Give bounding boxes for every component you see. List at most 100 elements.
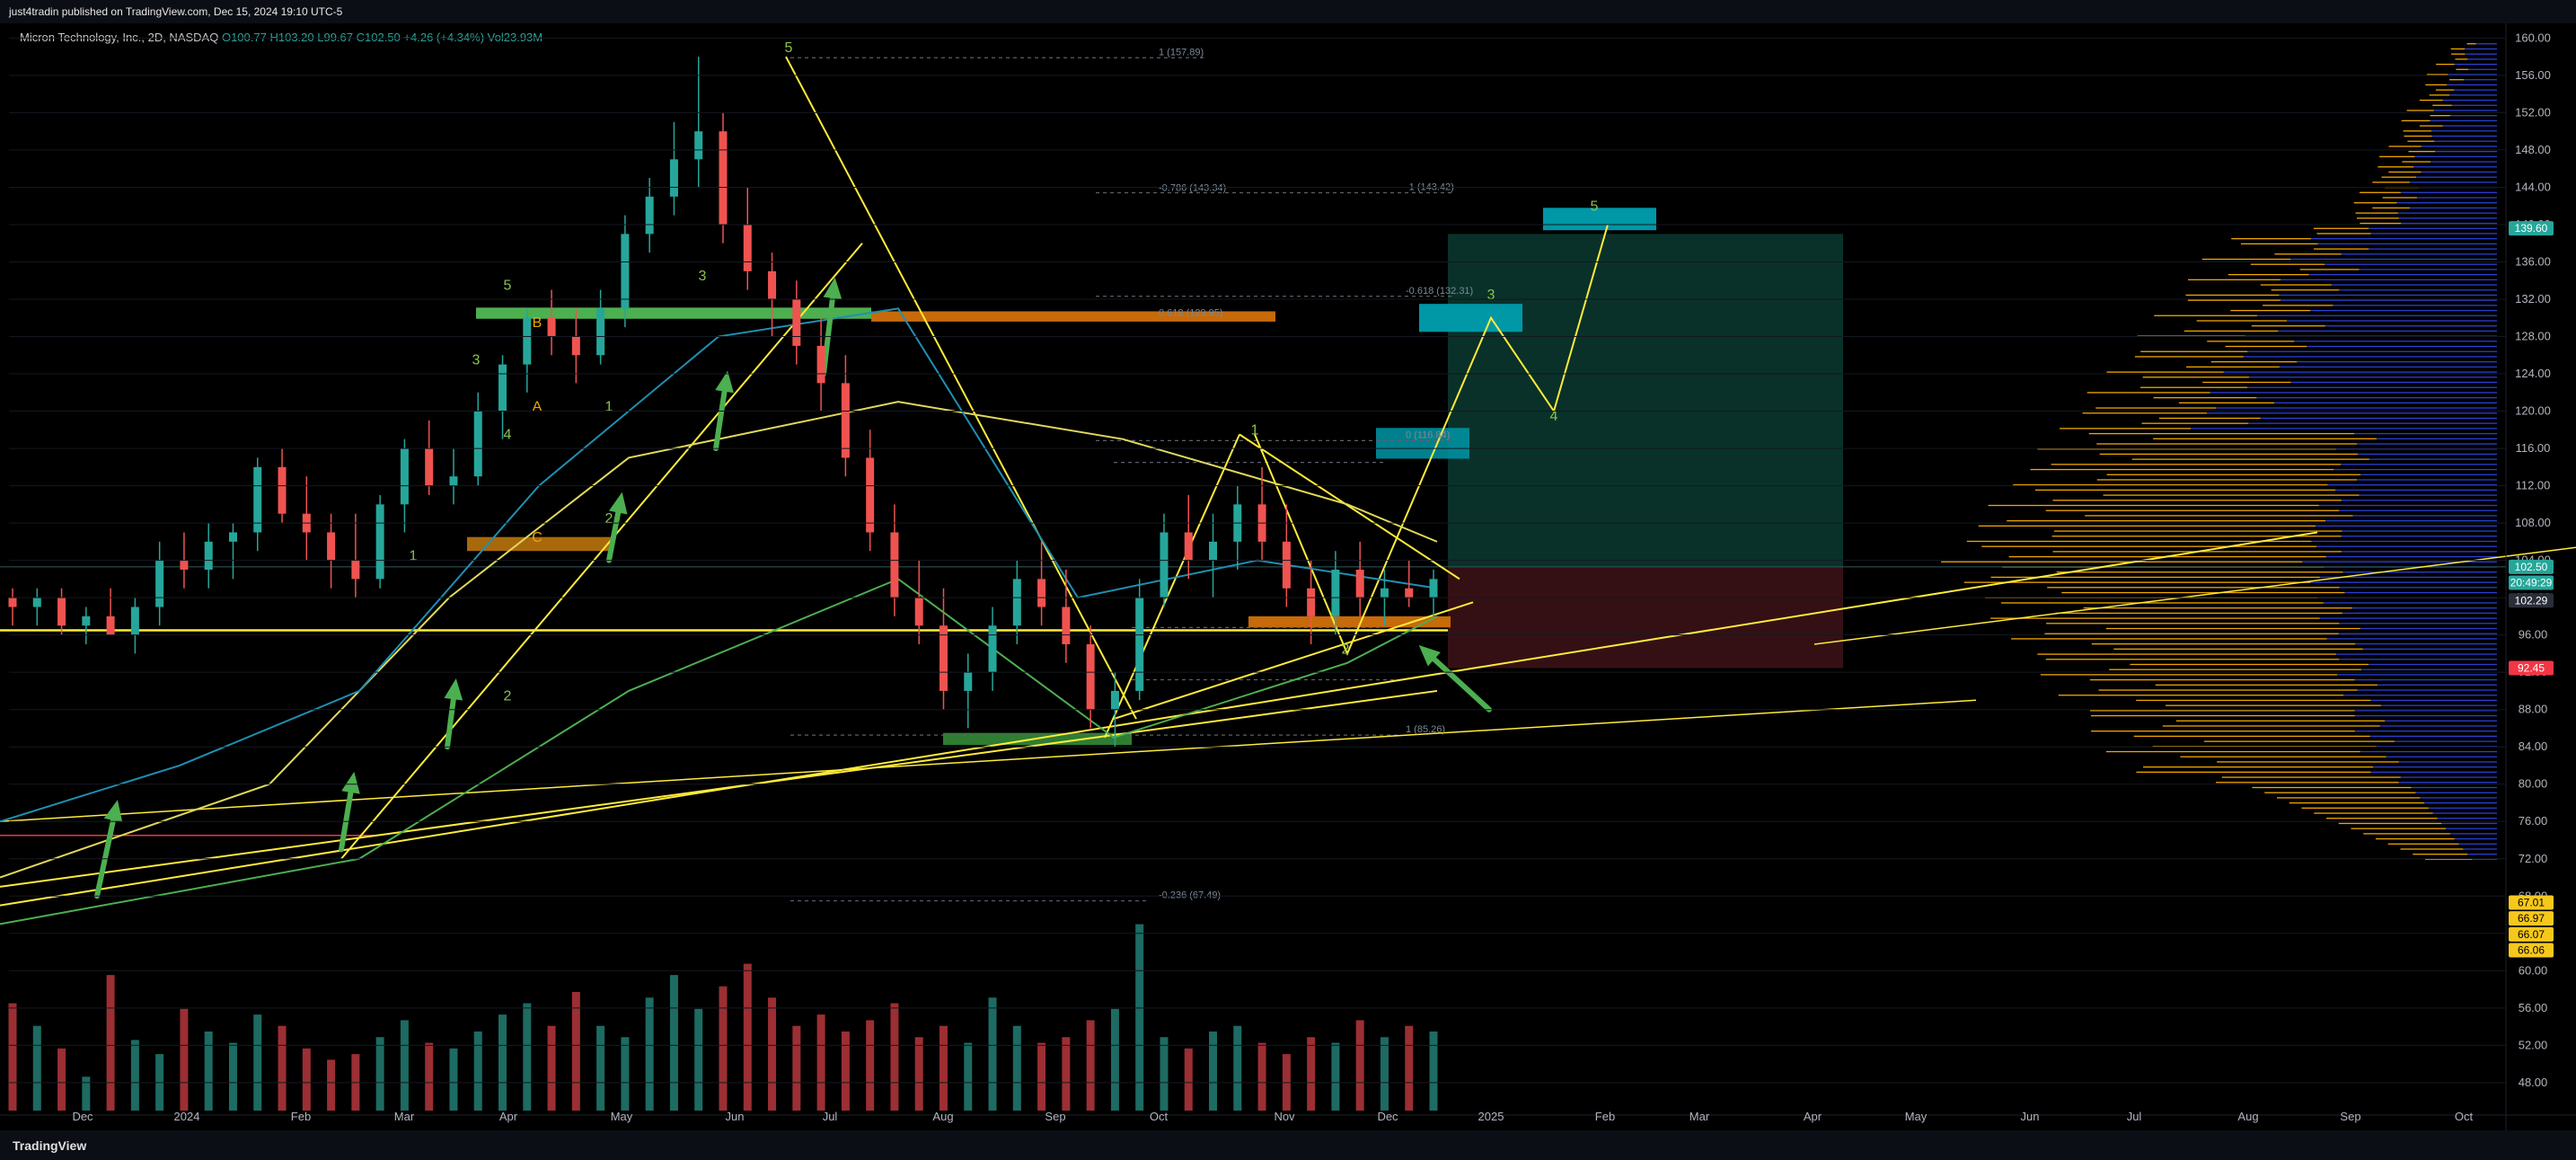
volume-bar bbox=[449, 1048, 458, 1111]
volume-profile-bar bbox=[2319, 576, 2497, 579]
candle-body bbox=[694, 131, 703, 160]
candle-body bbox=[473, 411, 482, 477]
volume-profile-bar bbox=[2354, 710, 2497, 712]
volume-profile-bar bbox=[2359, 494, 2497, 496]
volume-profile-bar bbox=[2311, 540, 2497, 543]
volume-profile-bar bbox=[2158, 417, 2261, 420]
candle-body bbox=[1380, 588, 1389, 598]
volume-profile-bar bbox=[2416, 176, 2497, 178]
volume-profile-bar bbox=[2314, 812, 2433, 814]
volume-profile-bar bbox=[2061, 591, 2345, 594]
candle-body bbox=[1160, 532, 1169, 598]
volume-profile-bar bbox=[2250, 263, 2325, 265]
ma-50-line bbox=[0, 401, 1438, 879]
volume-profile-bar bbox=[2106, 474, 2360, 475]
candle-body bbox=[596, 308, 605, 356]
price-tag bbox=[2509, 221, 2554, 236]
volume-profile-bar bbox=[2315, 525, 2497, 527]
volume-profile-bar bbox=[2325, 555, 2497, 558]
volume-bar bbox=[1429, 1032, 1438, 1111]
candle-body bbox=[743, 224, 752, 271]
volume-bar bbox=[1257, 1042, 1266, 1111]
volume-profile-bar bbox=[2034, 489, 2336, 491]
y-tick-label: 148.00 bbox=[2515, 143, 2551, 156]
candle-body bbox=[866, 457, 875, 533]
volume-profile-bar bbox=[2060, 428, 2192, 429]
projected-wave-path bbox=[1254, 224, 1609, 656]
volume-profile-bar bbox=[2109, 669, 2361, 670]
volume-profile-bar bbox=[2047, 587, 2340, 589]
volume-profile-bar bbox=[2310, 581, 2497, 583]
y-tick-label: 80.00 bbox=[2519, 777, 2548, 791]
volume-profile-bar bbox=[2396, 202, 2497, 204]
volume-bar bbox=[1307, 1037, 1316, 1111]
volume-bar bbox=[130, 1040, 139, 1111]
volume-profile-bar bbox=[2353, 432, 2497, 435]
x-tick-label: Oct bbox=[2455, 1110, 2474, 1123]
x-tick-label: Jun bbox=[2021, 1110, 2040, 1123]
wave-label: 2 bbox=[504, 688, 512, 704]
fib-label: 1 (85.26) bbox=[1406, 724, 1445, 735]
wave-target-box bbox=[1543, 208, 1656, 231]
green-arrow bbox=[445, 687, 457, 750]
volume-bar bbox=[253, 1014, 262, 1111]
volume-profile-bar bbox=[2352, 515, 2497, 517]
volume-profile-bar bbox=[2472, 858, 2497, 861]
volume-profile-bar bbox=[2316, 233, 2371, 235]
symbol-name[interactable]: Micron Technology, Inc., 2D, NASDAQ bbox=[20, 31, 219, 44]
volume-profile-bar bbox=[2449, 833, 2497, 835]
volume-profile-bar bbox=[2260, 417, 2497, 420]
long-trendline bbox=[0, 689, 1438, 888]
candle-body bbox=[253, 466, 262, 533]
volume-profile-bar bbox=[2357, 217, 2399, 219]
volume-bar bbox=[1209, 1032, 1218, 1111]
volume-profile-bar bbox=[2465, 53, 2497, 55]
volume-profile-bar bbox=[2379, 725, 2497, 727]
ohlc-low: L99.67 bbox=[317, 31, 354, 44]
candle-body bbox=[180, 560, 189, 570]
candle-body bbox=[57, 598, 66, 626]
volume-profile-bar bbox=[2430, 120, 2497, 122]
volume-profile-bar bbox=[2388, 171, 2422, 173]
candle-body bbox=[130, 607, 139, 635]
candle-body bbox=[816, 345, 825, 384]
volume-bar bbox=[988, 997, 997, 1111]
volume-profile-bar bbox=[2360, 627, 2497, 630]
long-trendline bbox=[0, 531, 2318, 907]
volume-profile-bar bbox=[2401, 120, 2430, 122]
volume-profile-bar bbox=[2432, 812, 2497, 814]
volume-profile-bar bbox=[2369, 248, 2497, 250]
volume-profile-bar bbox=[2360, 750, 2497, 753]
x-tick-label: Oct bbox=[1150, 1110, 1169, 1123]
candle-body bbox=[375, 504, 384, 580]
x-tick-label: May bbox=[611, 1110, 633, 1123]
tradingview-footer: TradingView bbox=[0, 1130, 2576, 1160]
volume-profile-bar bbox=[2030, 468, 2334, 471]
volume-bar bbox=[1037, 1042, 1046, 1111]
candle-body bbox=[645, 196, 654, 235]
volume-profile-bar bbox=[2337, 674, 2497, 676]
volume-profile-bar bbox=[2289, 801, 2425, 804]
volume-profile-bar bbox=[2369, 227, 2497, 229]
volume-profile-bar bbox=[2353, 202, 2397, 204]
volume-profile-bar bbox=[2299, 269, 2360, 270]
volume-profile-bar bbox=[2011, 638, 2327, 640]
volume-profile-bar bbox=[2435, 150, 2497, 153]
volume-profile-bar bbox=[2419, 125, 2443, 127]
volume-profile-bar bbox=[2458, 843, 2497, 845]
volume-profile-bar bbox=[2202, 381, 2291, 384]
candle-body bbox=[1086, 644, 1095, 710]
volume-profile-bar bbox=[2056, 571, 2343, 573]
volume-profile-bar bbox=[2341, 551, 2497, 553]
wave-label: 1 bbox=[605, 400, 613, 415]
volume-profile-bar bbox=[2382, 197, 2417, 199]
volume-profile-bar bbox=[2187, 299, 2281, 301]
x-tick-label: Aug bbox=[932, 1110, 953, 1123]
price-tag bbox=[2509, 911, 2554, 926]
volume-profile-bar bbox=[2454, 837, 2497, 840]
volume-profile-bar bbox=[2335, 448, 2497, 450]
volume-profile-bar bbox=[2449, 115, 2497, 117]
candle-body bbox=[351, 560, 360, 580]
x-tick-label: Dec bbox=[1377, 1110, 1398, 1123]
